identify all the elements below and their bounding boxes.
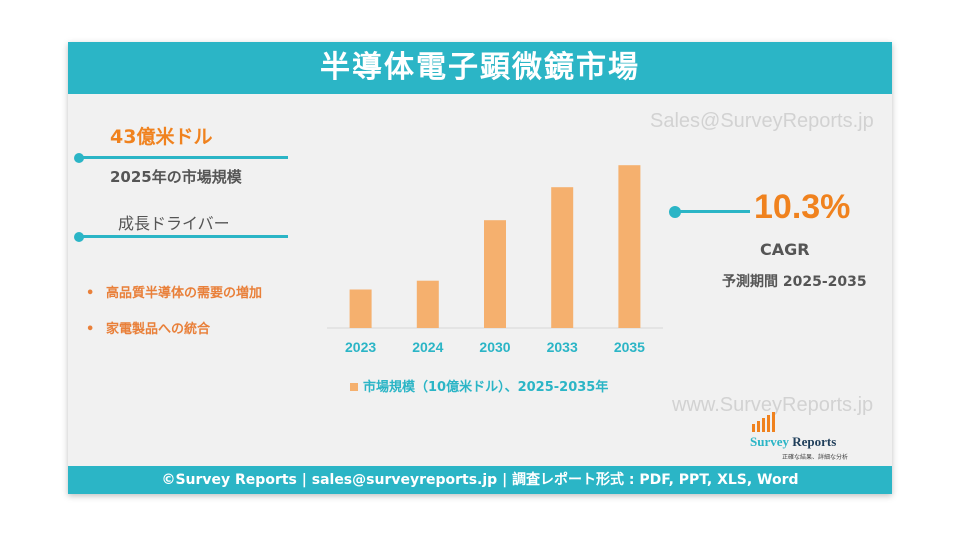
market-caption: 2025年の市場規模: [110, 168, 242, 186]
driver-text: 高品質半導体の需要の増加: [106, 286, 263, 301]
forecast-period: 予測期間 2025-2035: [722, 274, 867, 290]
bar-2023: [349, 289, 372, 328]
x-tick-label-2024: 2024: [412, 339, 443, 355]
market-value: 43億米ドル: [110, 126, 213, 148]
bar-logo-icon: [752, 412, 775, 432]
drivers-heading: 成長ドライバー: [118, 214, 230, 233]
market-divider: [78, 156, 288, 159]
logo-name: Survey Reports: [750, 434, 880, 450]
cagr-label: CAGR: [760, 240, 810, 259]
x-tick-label-2033: 2033: [547, 339, 578, 355]
driver-bullet: •: [86, 286, 95, 301]
drivers-divider: [78, 235, 288, 238]
driver-bullet: •: [86, 322, 95, 337]
header-bar: 半導体電子顕微鏡市場: [68, 42, 892, 94]
watermark-email: Sales@SurveyReports.jp: [650, 110, 874, 132]
chart-legend: 市場規模（10億米ドル）、2025-2035年: [350, 376, 670, 395]
bar-2024: [416, 280, 439, 328]
survey-reports-logo: Survey Reports 正確な結果、詳細な分析: [740, 412, 880, 464]
logo-tagline: 正確な結果、詳細な分析: [782, 454, 849, 461]
footer-bar: ©Survey Reports | sales@surveyreports.jp…: [68, 466, 892, 494]
driver-text: 家電製品への統合: [106, 322, 211, 337]
x-tick-label-2035: 2035: [614, 339, 645, 355]
legend-swatch: [350, 383, 358, 391]
driver-item-2: • 家電製品への統合: [86, 318, 326, 337]
watermark-website: www.SurveyReports.jp: [672, 394, 874, 416]
page-title: 半導体電子顕微鏡市場: [320, 50, 640, 85]
infographic-card: 半導体電子顕微鏡市場 Sales@SurveyReports.jp www.Su…: [68, 42, 892, 494]
logo-name-first: Survey: [750, 434, 789, 449]
bar-2033: [551, 187, 574, 328]
bar-chart: 2023 2024 2030 2033 2035: [327, 165, 663, 355]
bar-2035: [618, 165, 641, 328]
bar-2030: [484, 220, 506, 328]
cagr-value: 10.3%: [754, 188, 851, 226]
logo-name-second: Reports: [792, 434, 837, 449]
x-tick-label-2023: 2023: [345, 339, 376, 355]
cagr-divider: [678, 210, 750, 213]
driver-item-1: • 高品質半導体の需要の増加: [86, 282, 326, 301]
cagr-dot: [669, 206, 681, 218]
legend-label: 市場規模（10億米ドル）、2025-2035年: [363, 380, 609, 395]
x-tick-label-2030: 2030: [479, 339, 510, 355]
